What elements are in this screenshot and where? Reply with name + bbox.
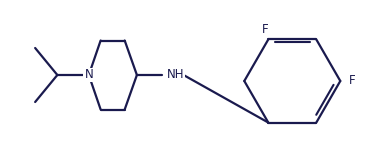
Text: F: F	[262, 23, 269, 36]
Text: N: N	[84, 69, 93, 81]
Text: F: F	[349, 75, 355, 87]
Text: NH: NH	[166, 69, 184, 81]
